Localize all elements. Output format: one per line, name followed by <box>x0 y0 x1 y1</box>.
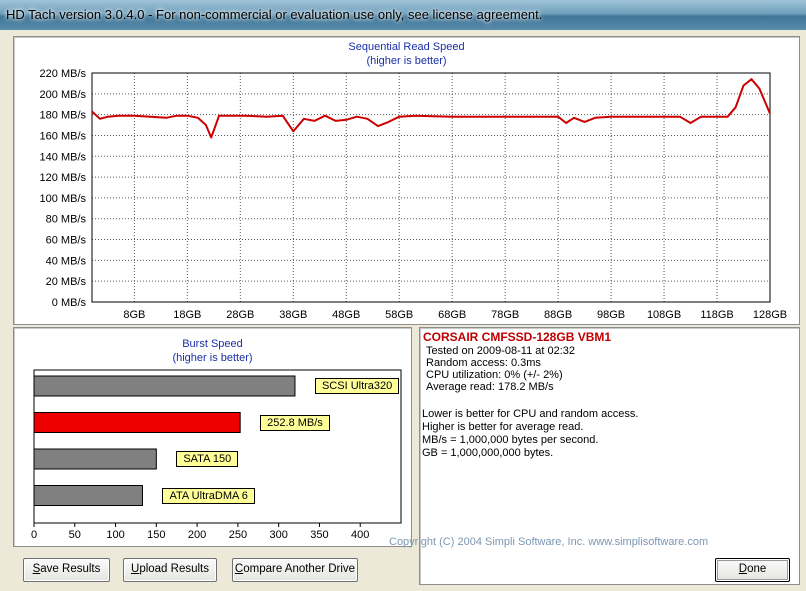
upload-results-label: pload Results <box>139 563 209 575</box>
x-tick-label: 78GB <box>491 309 519 321</box>
sequential-chart-title-line2: (higher is better) <box>366 55 447 67</box>
x-tick-label: 0 <box>31 529 37 541</box>
burst-chart-title-line2: (higher is better) <box>172 352 253 364</box>
results-panel: CORSAIR CMFSSD-128GB VBM1 Tested on 2009… <box>419 327 800 585</box>
x-tick-label: 58GB <box>385 309 413 321</box>
compare-drive-accel: C <box>234 563 244 575</box>
y-tick-label: 60 MB/s <box>46 235 87 247</box>
x-tick-label: 100 <box>106 529 124 541</box>
sequential-chart-title: Sequential Read Speed (higher is better) <box>14 40 799 68</box>
x-tick-label: 250 <box>229 529 247 541</box>
burst-chart-title-line1: Burst Speed <box>182 338 243 350</box>
plot-frame <box>91 72 771 303</box>
x-tick-label: 350 <box>310 529 328 541</box>
client-area: Sequential Read Speed (higher is better)… <box>0 30 806 591</box>
note-line: GB = 1,000,000,000 bytes. <box>422 447 554 459</box>
burst-speed-chart: 0 50 100 150 200 250 300 350 400 <box>31 369 402 541</box>
tested-on: Tested on 2009-08-11 at 02:32 <box>426 345 576 357</box>
x-tick-label: 48GB <box>332 309 360 321</box>
sequential-chart-title-line1: Sequential Read Speed <box>348 41 465 53</box>
x-tick-label: 150 <box>147 529 165 541</box>
note-line: Lower is better for CPU and random acces… <box>422 408 639 420</box>
x-tick-label: 128GB <box>753 309 787 321</box>
done-accel: D <box>738 563 748 575</box>
x-tick-label: 68GB <box>438 309 466 321</box>
x-tick-label: 88GB <box>544 309 572 321</box>
x-tick-label: 300 <box>269 529 287 541</box>
y-tick-label: 0 MB/s <box>52 297 87 309</box>
upload-results-button[interactable]: Upload Results <box>123 558 217 582</box>
burst-bar-label: SATA 150 <box>176 451 239 467</box>
x-tick-label: 8GB <box>123 309 145 321</box>
title-bar[interactable]: HD Tach version 3.0.4.0 - For non-commer… <box>0 0 806 30</box>
burst-bar <box>33 485 143 506</box>
x-tick-label: 50 <box>69 529 81 541</box>
burst-bar <box>33 375 296 397</box>
x-tick-label: 18GB <box>173 309 201 321</box>
window-title: HD Tach version 3.0.4.0 - For non-commer… <box>6 7 543 22</box>
sequential-read-chart: 0 MB/s 20 MB/s 40 MB/s 60 MB/s 80 MB/s 100 MB… <box>40 68 788 321</box>
x-tick-label: 28GB <box>226 309 254 321</box>
read-speed-line <box>91 78 771 139</box>
compare-drive-label: ompare Another Drive <box>243 563 356 575</box>
burst-speed-panel: Burst Speed (higher is better) 0 50 100 150… <box>13 327 412 547</box>
y-tick-label: 20 MB/s <box>46 276 87 288</box>
y-tick-label: 80 MB/s <box>46 214 87 226</box>
burst-bar <box>33 448 157 470</box>
y-tick-label: 100 MB/s <box>40 193 87 205</box>
note-line: MB/s = 1,000,000 bytes per second. <box>422 434 599 446</box>
compare-another-drive-button[interactable]: Compare Another Drive <box>232 558 358 582</box>
x-tick-label: 38GB <box>279 309 307 321</box>
sequential-read-panel: Sequential Read Speed (higher is better)… <box>13 36 800 325</box>
x-tick-label: 108GB <box>647 309 681 321</box>
x-tick-label: 200 <box>188 529 206 541</box>
burst-bar <box>33 412 241 433</box>
y-tick-label: 180 MB/s <box>40 110 87 122</box>
drive-name: CORSAIR CMFSSD-128GB VBM1 <box>423 330 612 344</box>
x-tick-label: 98GB <box>597 309 625 321</box>
cpu-utilization: CPU utilization: 0% (+/- 2%) <box>426 369 563 381</box>
done-button[interactable]: Done <box>715 558 790 582</box>
x-tick-label: 118GB <box>700 309 733 321</box>
y-tick-label: 220 MB/s <box>40 68 87 80</box>
average-read: Average read: 178.2 MB/s <box>426 381 554 393</box>
y-tick-label: 140 MB/s <box>40 151 87 163</box>
y-tick-label: 160 MB/s <box>40 130 87 142</box>
done-label: one <box>747 563 767 575</box>
burst-bar-label: ATA UltraDMA 6 <box>162 487 255 504</box>
y-tick-label: 120 MB/s <box>40 172 87 184</box>
x-tick-label: 400 <box>351 529 369 541</box>
y-tick-label: 40 MB/s <box>46 255 87 267</box>
save-results-accel: S <box>32 563 41 575</box>
y-tick-label: 200 MB/s <box>40 89 87 101</box>
burst-chart-title: Burst Speed (higher is better) <box>14 337 411 365</box>
random-access: Random access: 0.3ms <box>426 357 541 369</box>
note-line: Higher is better for average read. <box>422 421 584 433</box>
copyright-text: Copyright (C) 2004 Simpli Software, Inc.… <box>389 536 709 548</box>
upload-results-accel: U <box>131 563 140 575</box>
save-results-label: ave Results <box>40 563 101 575</box>
save-results-button[interactable]: Save Results <box>23 558 110 582</box>
burst-bar-label: 252.8 MB/s <box>260 414 330 431</box>
burst-bar-label: SCSI Ultra320 <box>314 378 400 394</box>
